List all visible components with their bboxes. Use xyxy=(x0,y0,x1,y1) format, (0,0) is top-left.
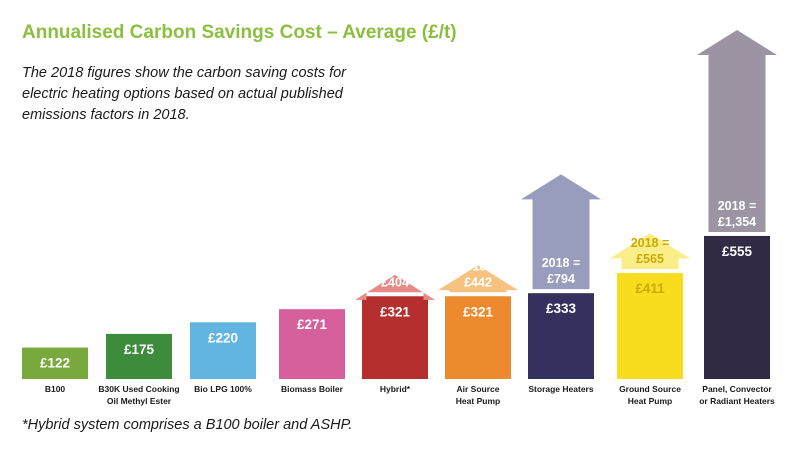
bar-4 xyxy=(362,296,428,379)
bar-5 xyxy=(445,296,511,379)
arrow-2018-7 xyxy=(610,233,690,270)
arrow-2018-8 xyxy=(697,30,777,232)
bar-8 xyxy=(704,235,770,379)
bar-value-label-5: £321 xyxy=(463,304,494,319)
bar-value-label-7: £411 xyxy=(635,281,665,296)
arrow-2018-label-7: 2018 = £565 xyxy=(631,236,670,266)
bar-value-label-2: £220 xyxy=(208,330,238,345)
arrow-2018-label-4: 2018 = £404 xyxy=(376,259,415,289)
footnote: *Hybrid system comprises a B100 boiler a… xyxy=(22,417,353,433)
category-label-1: B30K Used Cooking Oil Methyl Ester xyxy=(98,384,179,406)
bar-value-label-4: £321 xyxy=(380,304,411,319)
chart-subtitle: The 2018 figures show the carbon saving … xyxy=(22,65,347,123)
bar-value-label-0: £122 xyxy=(40,356,70,371)
category-label-8: Panel, Convector or Radiant Heaters xyxy=(699,384,775,406)
category-label-6: Storage Heaters xyxy=(528,384,593,394)
arrow-2018-4 xyxy=(355,274,435,300)
arrow-2018-label-6: 2018 = £794 xyxy=(542,256,581,286)
bar-value-label-8: £555 xyxy=(722,244,753,259)
arrow-2018-6 xyxy=(521,174,601,290)
category-label-5: Air Source Heat Pump xyxy=(456,384,500,406)
category-label-2: Bio LPG 100% xyxy=(194,384,252,394)
category-label-4: Hybrid* xyxy=(380,384,411,394)
arrow-2018-label-8: 2018 = £1,354 xyxy=(718,199,757,229)
bar-value-label-3: £271 xyxy=(297,317,328,332)
category-label-0: B100 xyxy=(45,384,66,394)
bar-value-label-6: £333 xyxy=(546,301,577,316)
bar-1 xyxy=(106,333,172,379)
chart-title: Annualised Carbon Savings Cost – Average… xyxy=(22,22,457,43)
bar-value-label-1: £175 xyxy=(124,342,155,357)
bar-2 xyxy=(190,322,256,379)
arrow-2018-5 xyxy=(438,265,518,293)
bar-3 xyxy=(279,309,345,379)
bar-6 xyxy=(528,293,594,379)
bar-7 xyxy=(617,273,683,379)
arrow-2018-label-5: 2018 = £442 xyxy=(459,259,498,289)
bar-0 xyxy=(22,347,88,379)
category-label-3: Biomass Boiler xyxy=(281,384,344,394)
category-label-7: Ground Source Heat Pump xyxy=(619,384,681,406)
